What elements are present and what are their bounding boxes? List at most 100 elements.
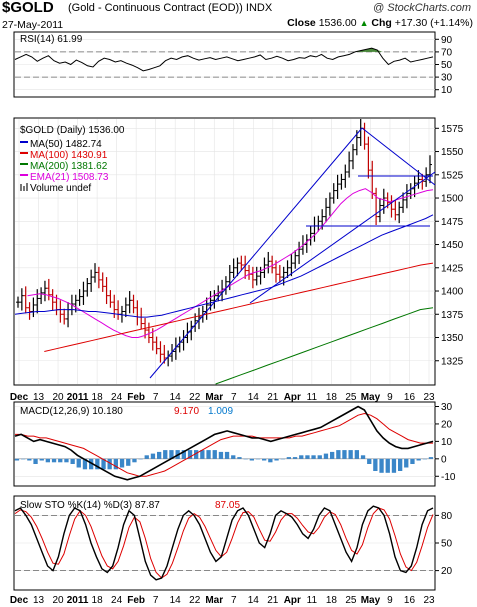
price-tick-label: 1425 <box>441 263 464 274</box>
macd-histogram-bar <box>126 458 131 466</box>
sto-x-tick-label: 18 <box>326 595 338 606</box>
legend-macd-signal: 9.170 <box>174 406 199 417</box>
macd-histogram-bar <box>58 458 63 463</box>
macd-histogram-bar <box>422 458 427 460</box>
macd-histogram-bar <box>231 455 236 459</box>
price-title: $GOLD (Daily) 1536.00 <box>20 125 125 136</box>
macd-panel <box>13 401 436 487</box>
sto-tick-label: 80 <box>441 511 453 522</box>
sto-x-tick-label: 13 <box>33 595 45 606</box>
macd-histogram-bar <box>194 450 199 459</box>
macd-histogram-bar <box>286 457 291 459</box>
macd-histogram-bar <box>224 451 230 459</box>
price-tick-label: 1450 <box>441 240 464 251</box>
sto-x-tick-label: Mar <box>205 595 223 606</box>
price-tick-label: 1325 <box>441 356 464 367</box>
price-x-tick-label: 20 <box>52 392 64 403</box>
price-x-tick-label: 23 <box>423 392 435 403</box>
macd-histogram-bar <box>391 458 397 473</box>
macd-histogram-bar <box>342 450 347 459</box>
price-x-tick-label: Dec <box>10 392 29 403</box>
macd-histogram-bar <box>70 458 75 464</box>
sto-x-tick-label: 14 <box>170 595 182 606</box>
macd-histogram-bar <box>398 458 403 471</box>
macd-tick-label: 20 <box>441 419 453 430</box>
macd-histogram-bar <box>218 451 224 459</box>
macd-histogram-bar <box>385 458 390 473</box>
price-x-tick-label: Feb <box>127 392 145 403</box>
macd-tick-label: 10 <box>441 437 453 448</box>
rsi-tick-label: 70 <box>441 47 453 58</box>
macd-histogram-bar <box>95 458 100 470</box>
macd-legend: MACD(12,26,9) 10.180 9.170 1.009 <box>20 406 233 417</box>
ma100-line <box>44 262 434 352</box>
price-tick-label: 1550 <box>441 147 464 158</box>
macd-histogram-bar <box>280 458 285 460</box>
macd-histogram-bar <box>64 458 69 463</box>
brand-logo[interactable]: @ StockCharts.com <box>373 2 471 14</box>
price-x-tick-label: 14 <box>170 392 182 403</box>
sto-x-tick-label: 18 <box>92 595 104 606</box>
sto-k-line <box>14 505 434 581</box>
chg-label: Chg <box>371 17 392 29</box>
macd-histogram-bar <box>268 458 273 463</box>
macd-histogram-bar <box>206 450 211 459</box>
macd-histogram-bar <box>101 458 106 470</box>
close-value: 1536.00 <box>318 17 357 29</box>
macd-histogram-bar <box>51 458 57 463</box>
macd-histogram-bar <box>39 458 44 461</box>
macd-histogram-bar <box>373 458 378 471</box>
trendline-rising <box>149 127 363 379</box>
macd-histogram-bar <box>243 458 248 460</box>
price-tick-label: 1575 <box>441 124 464 135</box>
price-tick-label: 1350 <box>441 333 464 344</box>
chg-arrow-icon: ▲ <box>359 18 369 28</box>
sto-x-tick-label: 24 <box>111 595 123 606</box>
sto-x-tick-label: Dec <box>10 595 29 606</box>
macd-histogram-bar <box>311 455 316 459</box>
sto-x-tick-label: 7 <box>153 595 159 606</box>
price-x-tick-label: May <box>361 392 381 403</box>
macd-tick-label: -10 <box>441 472 456 483</box>
ma50-line <box>14 214 434 318</box>
macd-histogram-bar <box>354 450 359 459</box>
sto-x-tick-label: 22 <box>189 595 201 606</box>
sto-x-tick-label: May <box>361 595 381 606</box>
rsi-tick-label: 30 <box>441 73 453 84</box>
price-x-tick-label: 14 <box>248 392 260 403</box>
sto-x-tick-label: 14 <box>248 595 260 606</box>
rsi-title: RSI(14) 61.99 <box>20 34 83 45</box>
rsi-tick-label: 50 <box>441 60 453 71</box>
legend-sto-k: Slow STO %K(14) %D(3) 87.87 <box>20 500 160 511</box>
macd-histogram-bar <box>150 453 156 459</box>
macd-histogram-bar <box>200 450 205 459</box>
price-x-tick-label: 25 <box>345 392 357 403</box>
macd-histogram-bar <box>27 458 32 461</box>
macd-histogram-bar <box>132 458 137 463</box>
sto-x-tick-label: 9 <box>387 595 393 606</box>
price-x-tick-label: 11 <box>307 392 318 403</box>
macd-line <box>14 405 434 481</box>
sto-tick-label: 20 <box>441 566 453 577</box>
macd-histogram-bar <box>33 458 38 464</box>
macd-histogram-bar <box>144 455 149 459</box>
sto-x-tick-label: 23 <box>423 595 435 606</box>
price-panel <box>13 117 436 386</box>
macd-histogram-bar <box>169 450 174 459</box>
price-x-tick-label: 24 <box>111 392 123 403</box>
macd-histogram-bar <box>45 458 50 463</box>
price-x-tick-label: 9 <box>387 392 393 403</box>
macd-histogram-bar <box>113 458 118 470</box>
sto-tick-label: 50 <box>441 539 453 550</box>
price-x-tick-label: 18 <box>326 392 338 403</box>
macd-histogram-bar <box>262 458 267 461</box>
macd-histogram-bar <box>299 455 304 459</box>
trendline-support <box>249 171 436 304</box>
macd-histogram-bar <box>360 455 366 459</box>
sto-x-tick-label: 7 <box>231 595 237 606</box>
price-x-tick-label: Mar <box>205 392 223 403</box>
legend-ma100: MA(100) 1430.91 <box>30 150 108 161</box>
macd-histogram-bar <box>157 451 162 459</box>
sto-x-tick-label: 2011 <box>67 595 89 606</box>
